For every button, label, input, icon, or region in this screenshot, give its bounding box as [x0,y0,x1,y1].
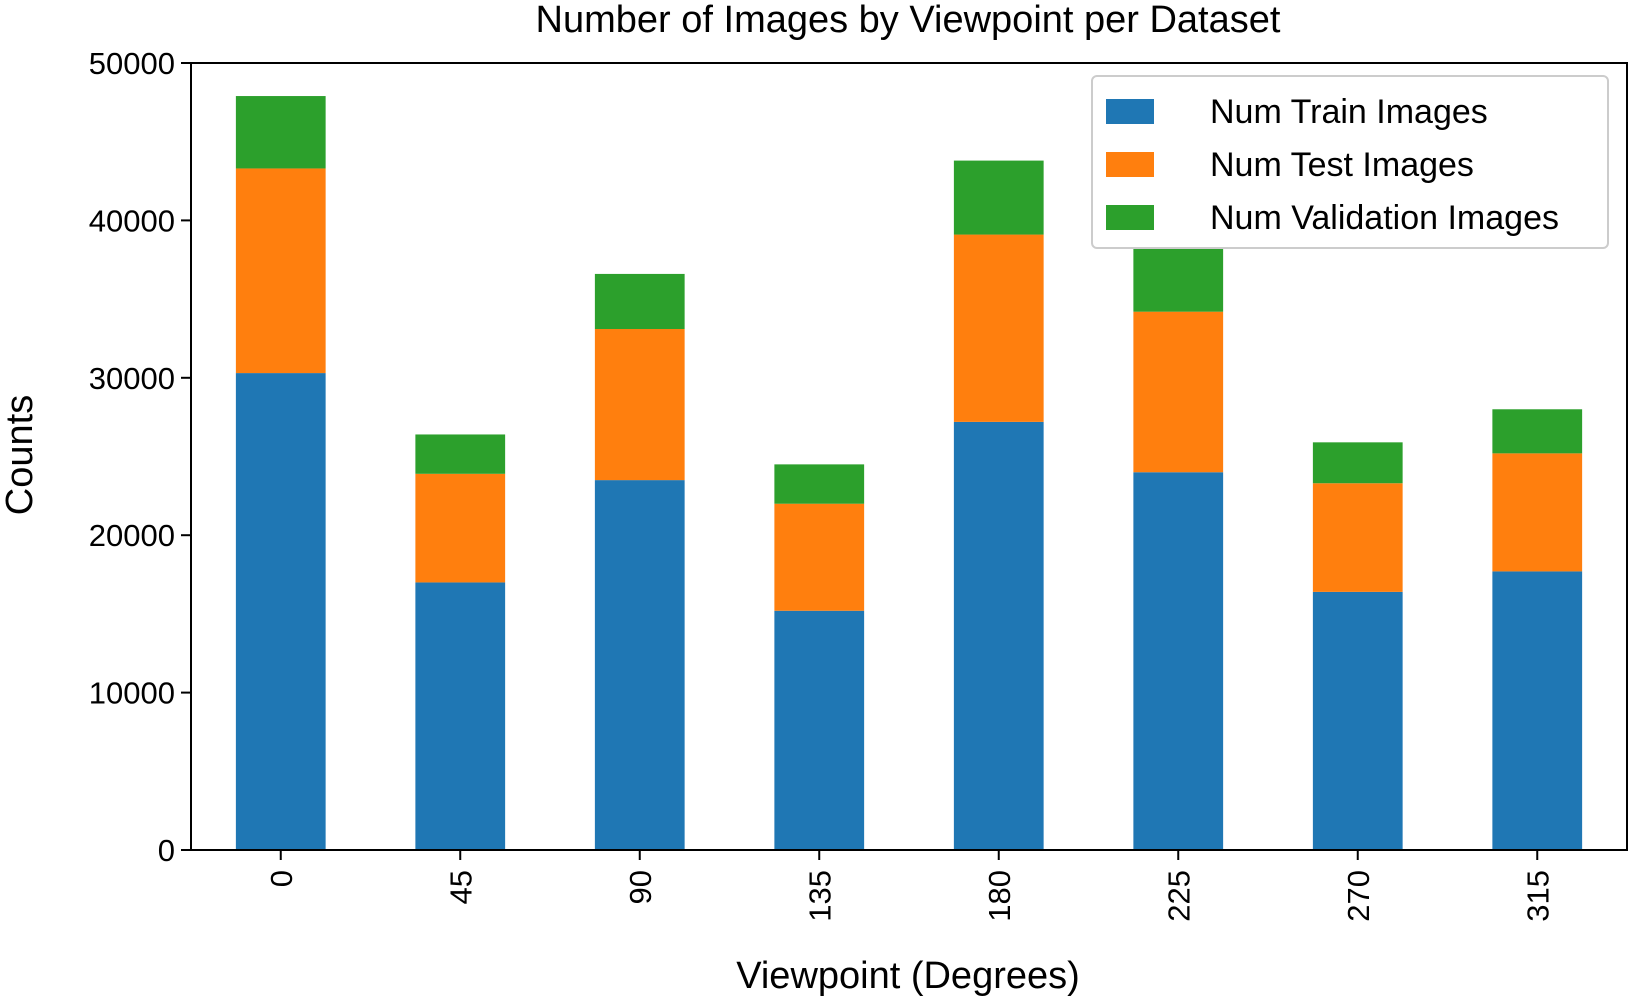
y-axis-label: Counts [0,395,41,515]
legend-swatch-2 [1106,205,1154,230]
bar-270-series-0 [1312,591,1403,850]
y-tick-label-2: 20000 [89,518,175,553]
bar-90-series-0 [594,480,685,850]
bar-90-series-1 [594,329,685,481]
bar-0-series-0 [235,373,326,850]
bar-0-series-2 [235,96,326,169]
legend-box [1091,75,1609,249]
bar-270-series-1 [1312,483,1403,592]
bars-group [235,96,1583,850]
plot-frame [190,62,1628,851]
y-tick-label-5: 50000 [89,46,175,81]
y-tick-label-4: 40000 [89,203,175,238]
bar-225-series-1 [1133,311,1224,473]
bar-225-series-2 [1133,247,1224,312]
bar-315-series-0 [1492,571,1583,850]
bar-180-series-2 [953,160,1044,235]
x-tick-label-3: 135 [802,870,837,922]
y-tick-label-1: 10000 [89,676,175,711]
bar-135-series-1 [774,503,865,611]
chart-title: Number of Images by Viewpoint per Datase… [536,0,1281,41]
bar-135-series-0 [774,610,865,850]
bar-45-series-2 [415,434,506,474]
legend-label-1: Num Test Images [1210,146,1474,184]
bar-45-series-0 [415,582,506,850]
x-axis-label: Viewpoint (Degrees) [736,955,1080,997]
legend-swatch-1 [1106,152,1154,177]
x-tick-label-2: 90 [623,870,658,904]
y-tick-label-3: 30000 [89,361,175,396]
bar-135-series-2 [774,464,865,504]
legend-label-0: Num Train Images [1210,93,1488,131]
bar-90-series-2 [594,273,685,330]
bar-180-series-1 [953,234,1044,422]
x-tick-label-6: 270 [1341,870,1376,922]
bar-225-series-0 [1133,472,1224,850]
bar-270-series-2 [1312,442,1403,484]
bar-0-series-1 [235,168,326,374]
legend-swatch-0 [1106,99,1154,124]
x-tick-label-7: 315 [1520,870,1555,922]
bar-45-series-1 [415,473,506,583]
bar-315-series-2 [1492,409,1583,454]
legend: Num Train Images Num Test Images Num Valid… [1091,75,1609,249]
bar-315-series-1 [1492,453,1583,572]
y-tick-label-0: 0 [158,833,175,868]
x-tick-label-0: 0 [264,870,299,887]
bar-180-series-0 [953,421,1044,850]
x-tick-label-4: 180 [982,870,1017,922]
legend-label-2: Num Validation Images [1210,199,1559,237]
axes-group: 0 10000 20000 30000 40000 50000 0 45 90 135 180 225… [89,46,1628,922]
x-tick-label-5: 225 [1161,870,1196,922]
x-tick-label-1: 45 [443,870,478,904]
